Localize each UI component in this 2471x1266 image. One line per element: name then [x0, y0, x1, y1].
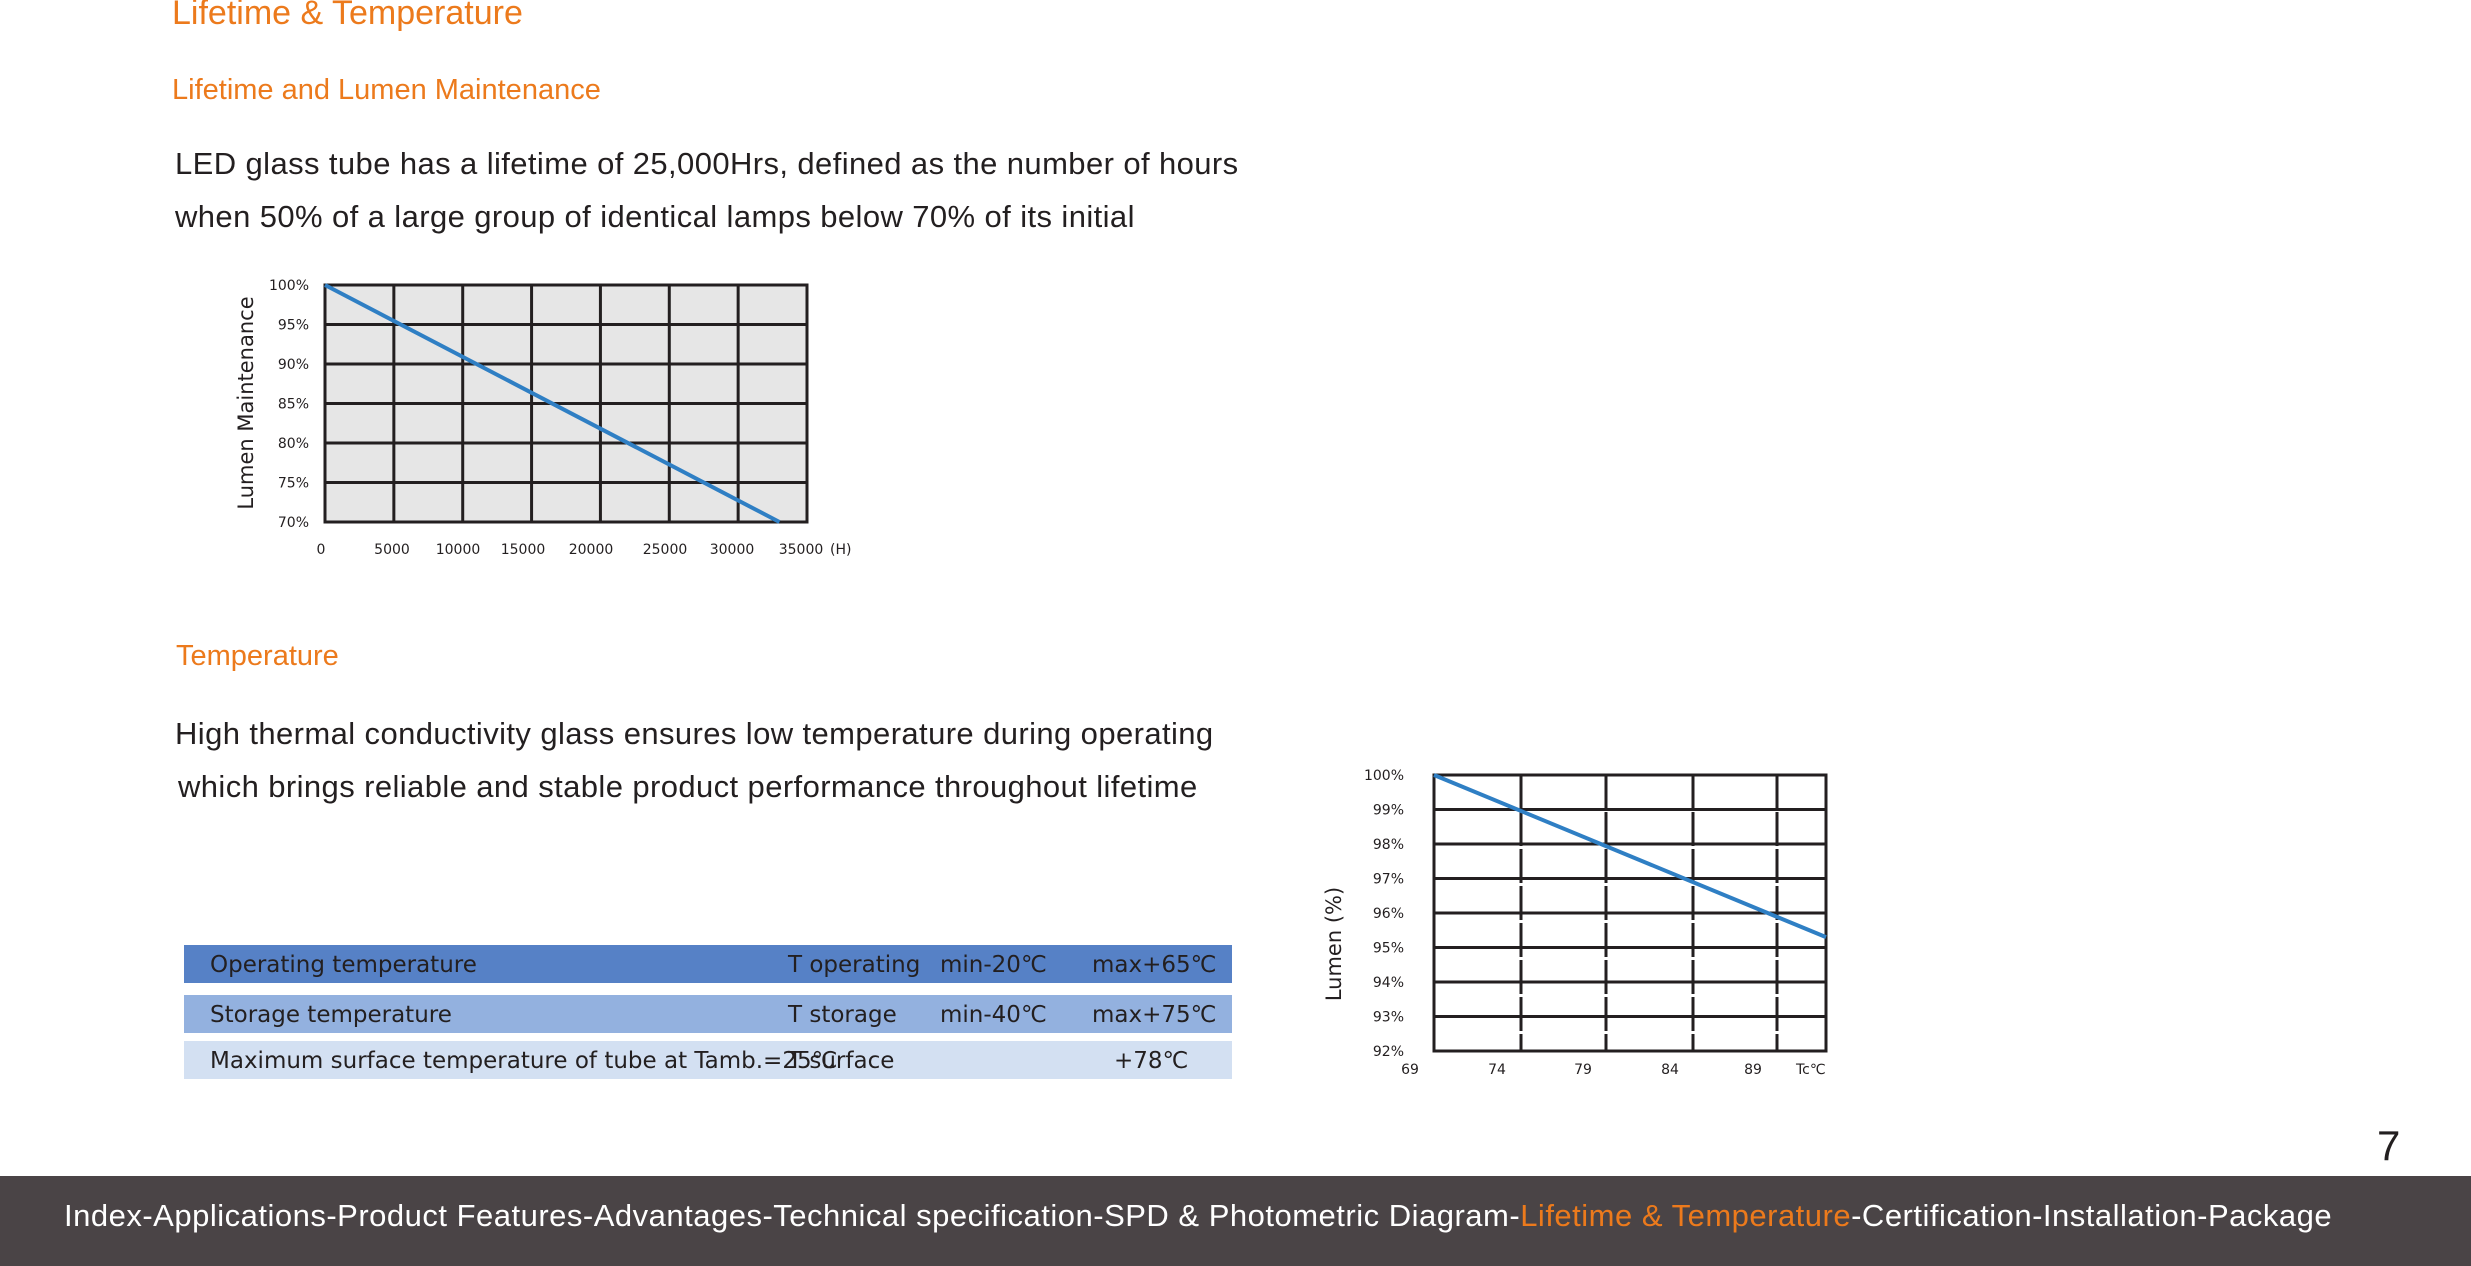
y-tick-labels: 92% 93% 94% 95% 96% 97% 98% 99% 100% — [1364, 768, 1404, 1060]
footer-nav: Index-Applications-Product Features-Adva… — [0, 1176, 2471, 1266]
y-axis-label: Lumen (%) — [1322, 887, 1346, 1001]
x-tick-label: 79 — [1574, 1062, 1592, 1078]
x-tick-label: 0 — [317, 542, 326, 558]
series — [324, 283, 781, 524]
row-min: min-40℃ — [940, 1002, 1047, 1028]
y-tick-label: 96% — [1373, 906, 1404, 922]
y-tick-labels: 70% 75% 80% 85% 90% 95% 100% — [269, 278, 309, 531]
y-tick-label: 94% — [1373, 975, 1404, 991]
lifetime-description: LED glass tube has a lifetime of 25,000H… — [175, 137, 1239, 243]
lumen-maintenance-chart: 70% 75% 80% 85% 90% 95% 100% 0 5000 10000 15000 20… — [234, 278, 851, 558]
section-heading-lifetime: Lifetime and Lumen Maintenance — [172, 74, 601, 106]
y-tick-label: 100% — [1364, 768, 1404, 784]
x-tick-label: 35000 — [779, 542, 824, 558]
x-tick-label: 25000 — [643, 542, 688, 558]
section-heading-temperature: Temperature — [176, 640, 339, 672]
x-tick-label: 89 — [1744, 1062, 1762, 1078]
y-tick-label: 90% — [278, 357, 309, 373]
gridlines — [1434, 775, 1826, 1051]
lifetime-description-line: LED glass tube has a lifetime of 25,000H… — [175, 146, 1239, 181]
row-min: min-20℃ — [940, 952, 1047, 978]
series-line — [1433, 773, 1827, 939]
x-tick-labels: 0 5000 10000 15000 20000 25000 30000 35000 — [317, 542, 824, 558]
lifetime-description-line: when 50% of a large group of identical l… — [175, 199, 1135, 234]
y-tick-label: 92% — [1373, 1044, 1404, 1060]
table-row: Maximum surface temperature of tube at T… — [184, 1041, 1232, 1079]
row-max: max+75℃ — [1092, 1002, 1217, 1028]
temperature-description-line: which brings reliable and stable product… — [178, 769, 1198, 804]
row-label: Maximum surface temperature of tube at T… — [210, 1048, 838, 1074]
x-tick-label: 69 — [1401, 1062, 1419, 1078]
y-tick-label: 70% — [278, 515, 309, 531]
x-tick-labels: 69 74 79 84 89 — [1401, 1062, 1762, 1078]
x-axis-unit: (H) — [830, 542, 851, 558]
page-number: 7 — [2377, 1122, 2401, 1169]
y-tick-label: 100% — [269, 278, 309, 294]
row-max: max+65℃ — [1092, 952, 1217, 978]
row-symbol: T storage — [788, 1002, 897, 1028]
x-tick-label: 74 — [1488, 1062, 1506, 1078]
y-tick-label: 75% — [278, 476, 309, 492]
row-max: +78℃ — [1114, 1048, 1189, 1074]
page-title: Lifetime & Temperature — [172, 0, 523, 32]
series-line — [324, 283, 781, 524]
y-tick-label: 95% — [1373, 941, 1404, 957]
temperature-description-line: High thermal conductivity glass ensures … — [175, 716, 1214, 751]
x-tick-label: 20000 — [569, 542, 614, 558]
temperature-description: High thermal conductivity glass ensures … — [175, 707, 1214, 813]
series — [1433, 773, 1827, 939]
x-tick-label: 15000 — [501, 542, 546, 558]
x-tick-label: 5000 — [374, 542, 410, 558]
gridlines — [325, 285, 807, 522]
y-tick-label: 85% — [278, 397, 309, 413]
x-tick-label: 30000 — [710, 542, 755, 558]
y-axis-label: Lumen Maintenance — [234, 296, 258, 509]
y-tick-label: 97% — [1373, 872, 1404, 888]
y-tick-label: 95% — [278, 318, 309, 334]
footer-nav-current[interactable]: Lifetime & Temperature — [1520, 1198, 1852, 1233]
y-tick-label: 98% — [1373, 837, 1404, 853]
row-symbol: T operating — [788, 952, 921, 978]
footer-nav-links[interactable]: Index-Applications-Product Features-Adva… — [64, 1198, 1521, 1233]
row-label: Storage temperature — [210, 1002, 452, 1028]
table-row: Storage temperature T storage min-40℃ ma… — [184, 995, 1232, 1033]
x-tick-label: 84 — [1661, 1062, 1679, 1078]
table-row: Operating temperature T operating min-20… — [184, 945, 1232, 983]
row-label: Operating temperature — [210, 952, 477, 978]
x-tick-label: 10000 — [436, 542, 481, 558]
footer-nav-links-after[interactable]: -Certification-Installation-Package — [1851, 1198, 2333, 1233]
y-tick-label: 99% — [1373, 803, 1404, 819]
y-tick-label: 80% — [278, 436, 309, 452]
y-tick-label: 93% — [1373, 1010, 1404, 1026]
row-symbol: T surface — [788, 1048, 895, 1074]
lumen-temperature-chart: 92%93%94%95%96%97%98%99%100% 69 74 79 84 89 … — [1322, 768, 1828, 1078]
x-axis-unit: Tc℃ — [1795, 1062, 1826, 1078]
footer-nav-text: Index-Applications-Product Features-Adva… — [64, 1198, 2332, 1234]
